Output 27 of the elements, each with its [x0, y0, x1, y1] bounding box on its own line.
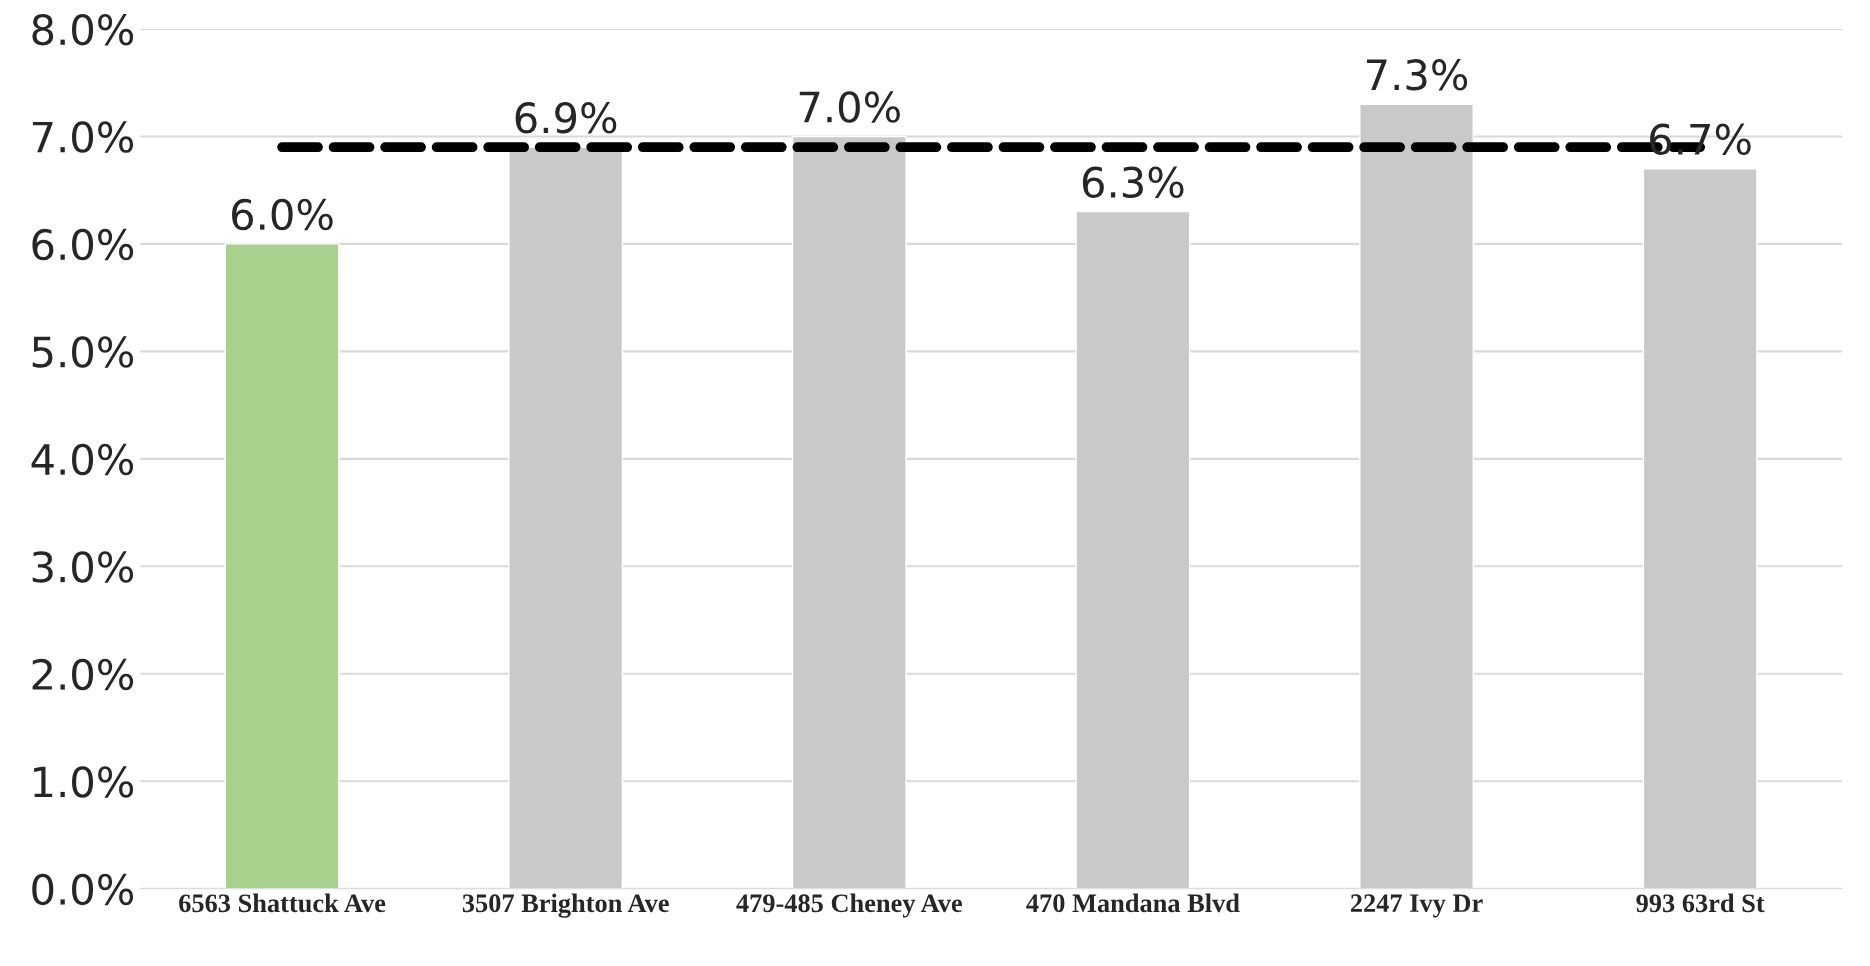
y-tick-label: 6.0%	[32, 228, 134, 261]
x-tick-label: 479-485 Cheney Ave	[736, 893, 962, 918]
y-tick-label: 3.0%	[32, 551, 134, 583]
x-tick-label: 470 Mandana Blvd	[1026, 893, 1240, 913]
data-label: 6.3%	[1082, 166, 1184, 199]
bar	[224, 243, 340, 889]
data-label: 7.3%	[1367, 59, 1468, 91]
y-tick-label: 7.0%	[32, 121, 134, 153]
y-tick-label: 0.0%	[32, 873, 134, 906]
y-tick-label: 5.0%	[32, 336, 134, 368]
x-tick-label: 993 63rd St	[1636, 893, 1765, 913]
bar	[791, 135, 907, 889]
x-tick-label: 2247 Ivy Dr	[1350, 894, 1483, 918]
data-label: 6.7%	[1650, 123, 1751, 156]
data-label: 6.0%	[232, 198, 333, 231]
bar	[508, 146, 624, 889]
y-tick-label: 1.0%	[34, 766, 134, 798]
y-tick-label: 2.0%	[32, 658, 134, 691]
x-tick-label: 3507 Brighton Ave	[462, 893, 669, 918]
bar	[1075, 210, 1191, 889]
x-tick-label: 6563 Shattuck Ave	[179, 893, 386, 913]
bar	[1359, 103, 1474, 889]
data-label: 6.9%	[515, 102, 617, 134]
data-label: 7.0%	[799, 91, 900, 123]
y-tick-label: 8.0%	[32, 13, 134, 46]
y-tick-label: 4.0%	[31, 443, 134, 476]
bar	[1642, 167, 1758, 889]
